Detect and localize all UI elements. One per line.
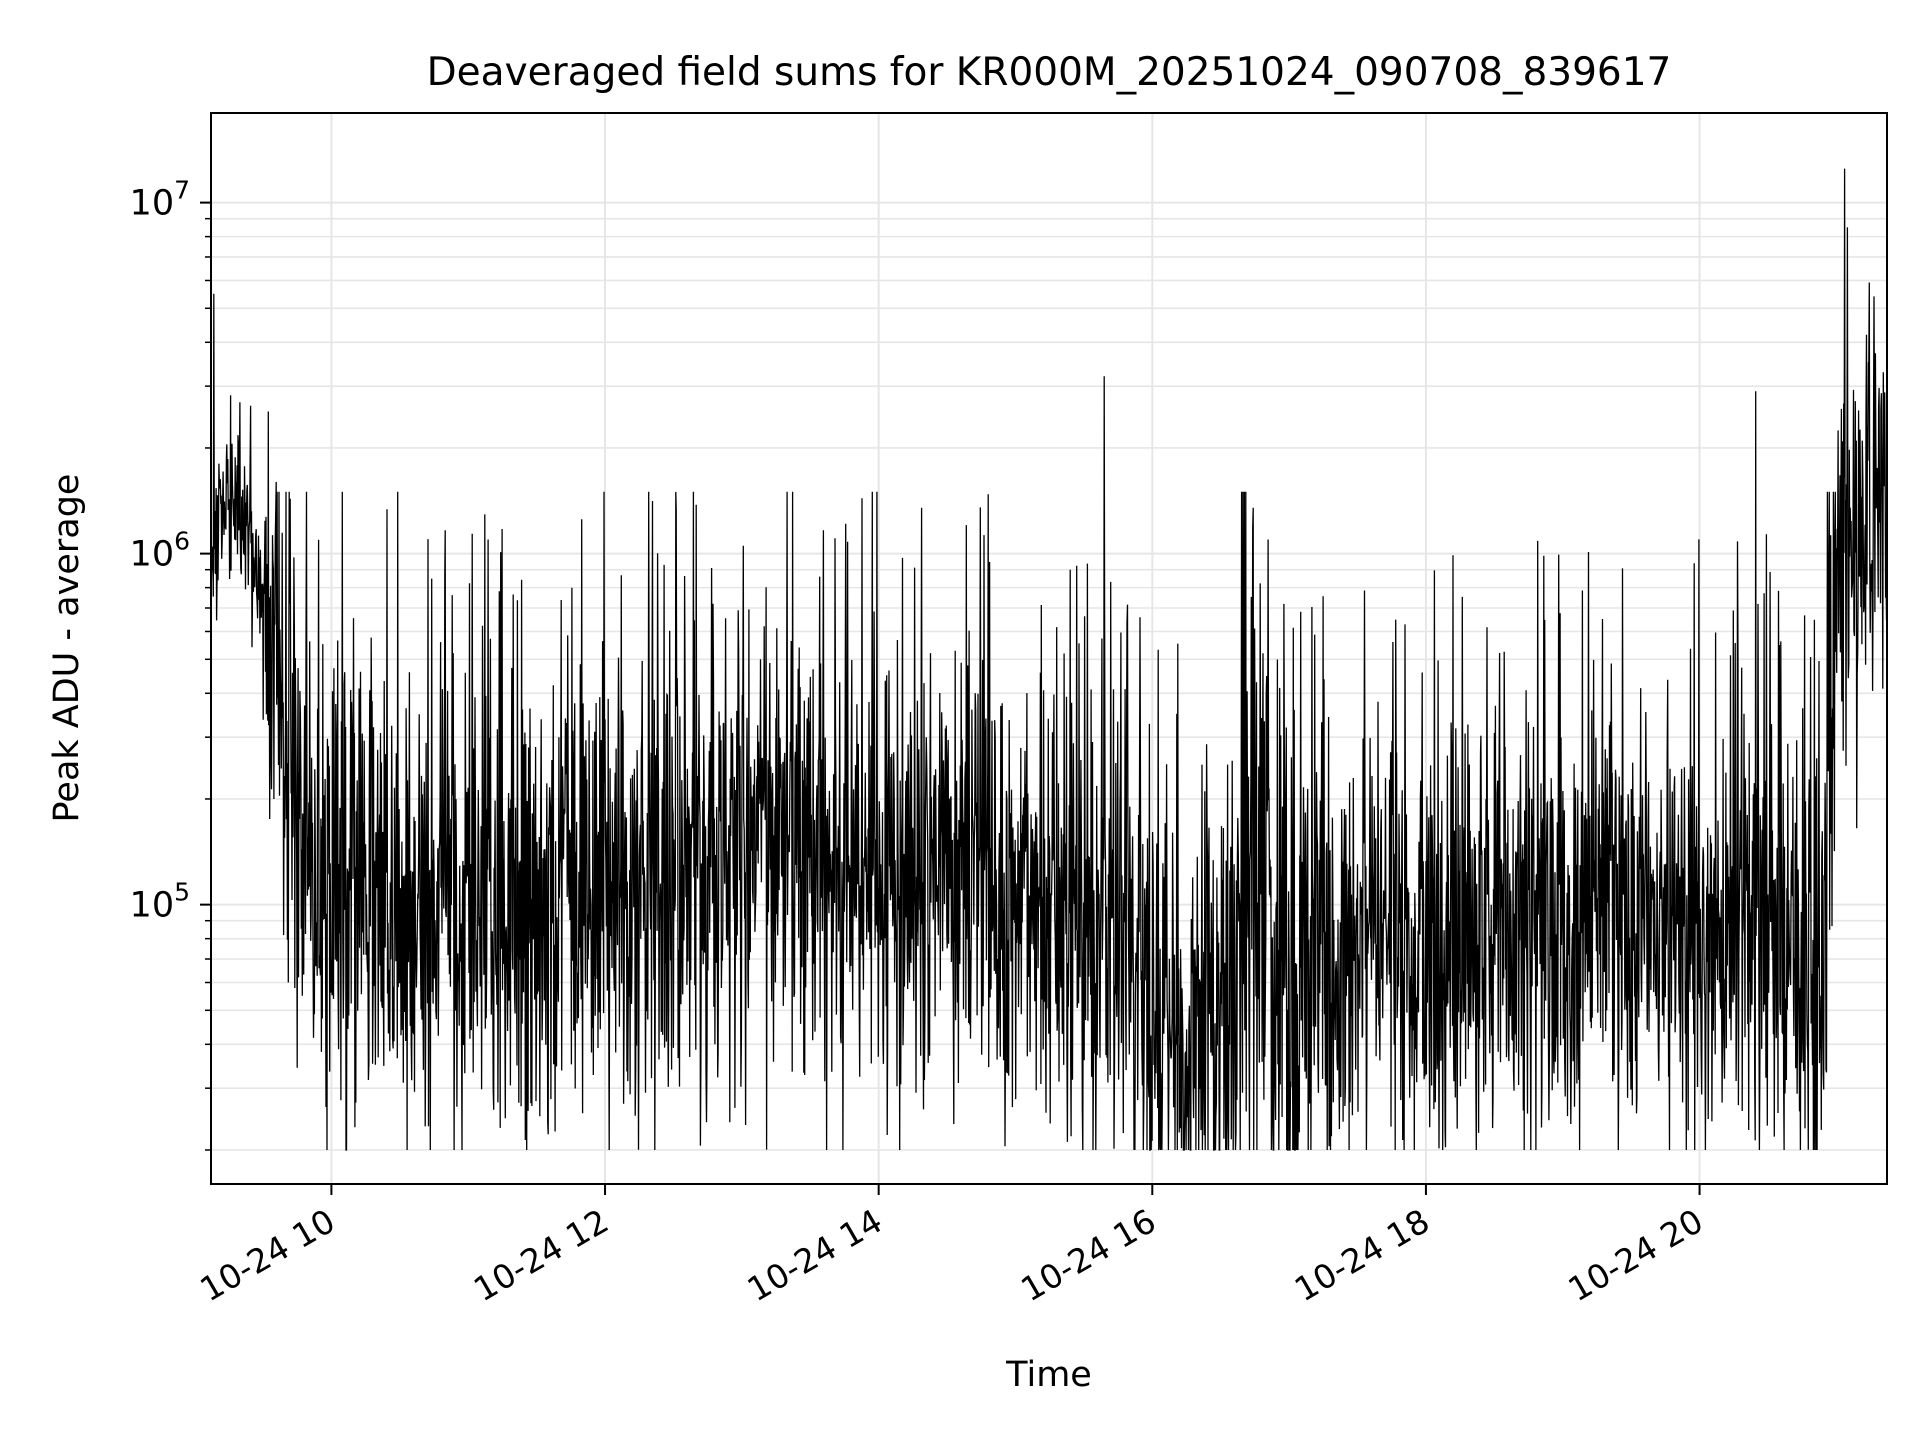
x-axis-label: Time [1005, 1355, 1092, 1395]
y-axis-label: Peak ADU - average [47, 474, 87, 823]
chart-title: Deaveraged field sums for KR000M_2025102… [427, 50, 1672, 95]
